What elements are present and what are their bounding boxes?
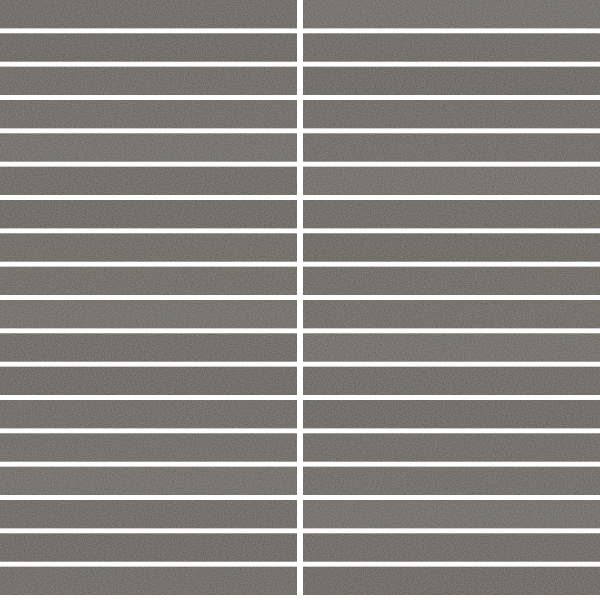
tile [0, 300, 297, 329]
tile [0, 366, 297, 395]
tile [0, 266, 297, 295]
tile [0, 566, 297, 595]
tile [0, 533, 297, 562]
tile [0, 200, 297, 229]
tile [303, 0, 600, 29]
tile [303, 133, 600, 162]
tile [303, 266, 600, 295]
tile [0, 333, 297, 362]
tile [0, 166, 297, 195]
tile [0, 233, 297, 262]
tile [303, 400, 600, 429]
tile [303, 166, 600, 195]
tile [303, 200, 600, 229]
tile [303, 333, 600, 362]
tile [303, 533, 600, 562]
tile [303, 566, 600, 595]
tile [0, 500, 297, 529]
tile [303, 33, 600, 62]
tile [303, 100, 600, 129]
tile [303, 500, 600, 529]
tile [0, 66, 297, 95]
tile [0, 0, 297, 29]
tile [0, 433, 297, 462]
tile [303, 433, 600, 462]
tile [0, 466, 297, 495]
tile [0, 33, 297, 62]
tile [0, 400, 297, 429]
tile [303, 300, 600, 329]
tile [303, 233, 600, 262]
tile [0, 100, 297, 129]
tile [0, 133, 297, 162]
tile [303, 466, 600, 495]
tile [303, 366, 600, 395]
tile [303, 66, 600, 95]
